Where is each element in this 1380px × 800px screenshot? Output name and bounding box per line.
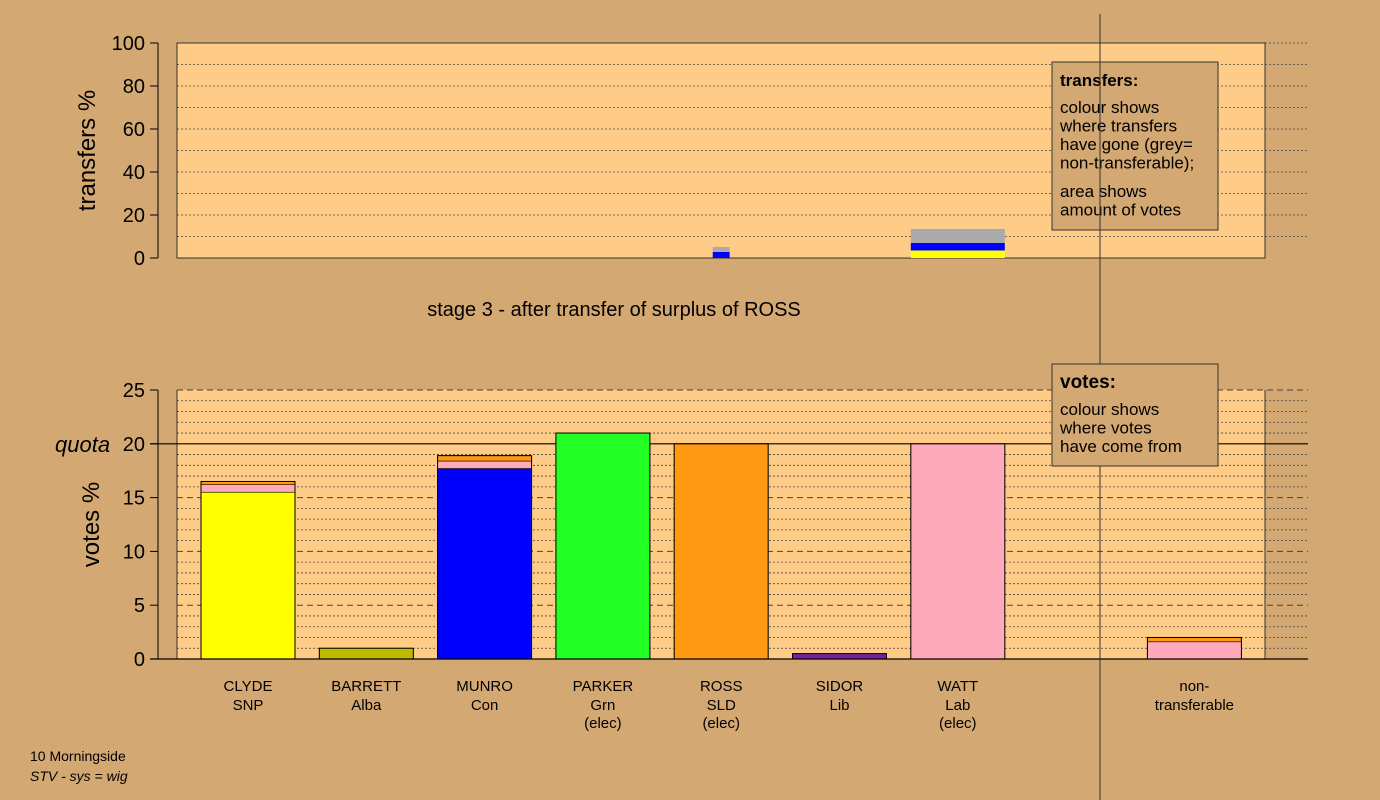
- transfers-ytick-label: 0: [134, 248, 145, 270]
- transfers-axis-label: transfers %: [74, 90, 101, 211]
- legend-line: where transfers: [1059, 117, 1177, 136]
- transfers-ytick-label: 100: [112, 33, 145, 55]
- votes-axis-label: votes %: [78, 482, 105, 567]
- votes-ytick-label: 5: [134, 595, 145, 617]
- category-name-label: PARKER: [573, 678, 634, 695]
- legend-line: where votes: [1059, 419, 1152, 438]
- stage-title: stage 3 - after transfer of surplus of R…: [427, 299, 801, 321]
- transfers-ytick-label: 60: [123, 119, 145, 141]
- legend-line: non-transferable);: [1060, 154, 1194, 173]
- category-party-label: Con: [471, 697, 499, 714]
- votes-bar-segment: [437, 468, 532, 660]
- transfers-bar-segment: [910, 250, 1005, 258]
- votes-bar-segment: [673, 443, 769, 660]
- votes-bar-segment: [910, 443, 1006, 660]
- category-party-label: Lab: [945, 697, 970, 714]
- legend-line: area shows: [1060, 182, 1147, 201]
- votes-bar-segment: [437, 455, 532, 462]
- transfers-bar-segment: [712, 251, 730, 258]
- legend-line: colour shows: [1060, 400, 1159, 419]
- category-party-label: Grn: [590, 697, 615, 714]
- votes-bar-segment: [792, 653, 887, 660]
- legend-title: votes:: [1060, 372, 1116, 393]
- legend-line: have come from: [1060, 437, 1182, 456]
- legend-title: transfers:: [1060, 71, 1138, 90]
- votes-ytick-label: 10: [123, 541, 145, 563]
- category-name-label: ROSS: [700, 678, 743, 695]
- footer-system: STV - sys = wig: [30, 768, 128, 784]
- votes-ytick-label: 0: [134, 649, 145, 671]
- votes-ytick-label: 25: [123, 380, 145, 402]
- votes-bar-segment: [318, 647, 414, 660]
- category-name-label: WATT: [937, 678, 978, 695]
- transfers-ytick-label: 40: [123, 162, 145, 184]
- legend-box: [1051, 61, 1219, 231]
- category-party-label: Lib: [829, 697, 849, 714]
- category-status-label: (elec): [702, 715, 740, 732]
- votes-ytick-label: 20: [123, 434, 145, 456]
- votes-bar-segment: [437, 460, 532, 469]
- votes-bar-segment: [1147, 641, 1242, 660]
- votes-ytick-label: 15: [123, 488, 145, 510]
- category-name-label: SIDOR: [816, 678, 864, 695]
- category-party-label: SNP: [233, 697, 264, 714]
- quota-label: quota: [55, 432, 110, 457]
- votes-bar-segment: [555, 432, 651, 660]
- legend-line: amount of votes: [1060, 201, 1181, 220]
- category-status-label: (elec): [939, 715, 977, 732]
- transfers-bar-segment: [712, 247, 730, 252]
- votes-bar-segment: [1147, 637, 1242, 643]
- legend-box: [1051, 363, 1219, 467]
- votes-bar-segment: [200, 484, 296, 493]
- category-name-label: CLYDE: [224, 678, 273, 695]
- category-party-label: Alba: [351, 697, 382, 714]
- footer-ward: 10 Morningside: [30, 748, 126, 764]
- transfers-ytick-label: 80: [123, 76, 145, 98]
- category-name-label: MUNRO: [456, 678, 513, 695]
- legend-line: have gone (grey=: [1060, 135, 1193, 154]
- transfers-ytick-label: 20: [123, 205, 145, 227]
- transfers-bar-segment: [910, 228, 1005, 243]
- category-party-label: SLD: [707, 697, 736, 714]
- legend-line: colour shows: [1060, 98, 1159, 117]
- transfers-bar-segment: [910, 242, 1005, 251]
- category-name-label: BARRETT: [331, 678, 401, 695]
- category-name-label: non-: [1179, 678, 1209, 695]
- votes-bar-segment: [200, 491, 296, 660]
- category-status-label: (elec): [584, 715, 622, 732]
- category-party-label: transferable: [1155, 697, 1234, 714]
